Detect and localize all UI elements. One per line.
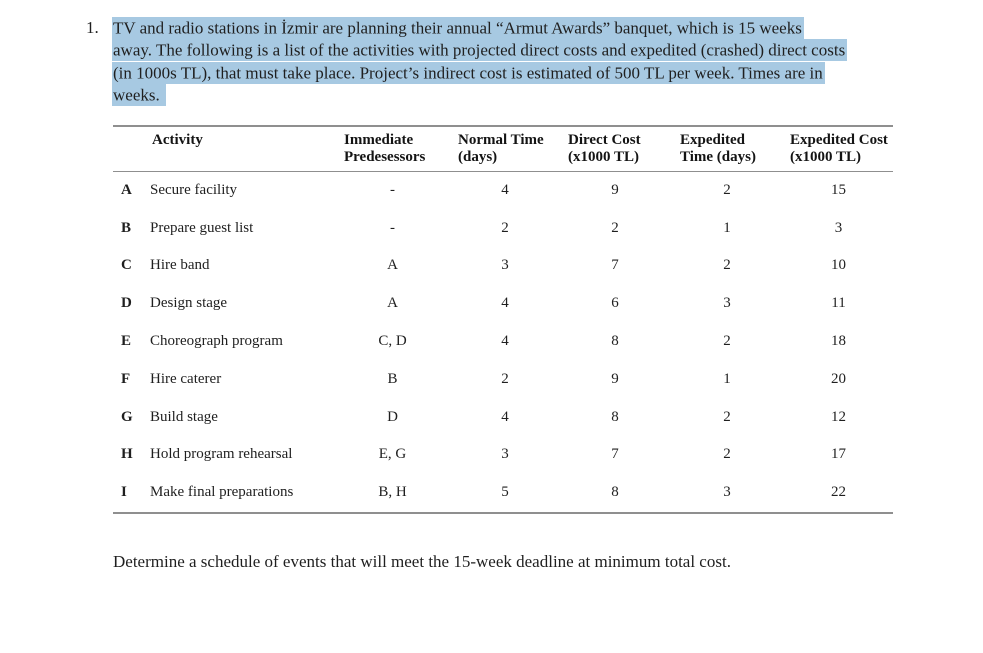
activity-name: Hire caterer (150, 370, 222, 387)
predecessors-value: - (390, 219, 395, 236)
direct-cost-value: 6 (611, 295, 619, 312)
direct-cost-value: 8 (611, 484, 619, 501)
predecessors-value: - (390, 181, 395, 198)
selected-text: TV and radio stations in İzmir are plann… (112, 16, 804, 39)
table-header-row: Activity Immediate Predesessors Normal T… (113, 127, 893, 172)
predecessors-value: D (387, 408, 398, 425)
direct-cost-value: 8 (611, 333, 619, 350)
activity-id: D (121, 295, 132, 312)
expedited-cost-value: 20 (831, 370, 846, 387)
table-row-I: I Make final preparations B, H 5 8 3 22 (113, 474, 893, 512)
activity-name: Design stage (150, 295, 228, 312)
activities-table: Activity Immediate Predesessors Normal T… (113, 125, 893, 514)
normal-time-value: 2 (501, 370, 509, 387)
activity-name: Hire band (150, 257, 210, 274)
expedited-cost-value: 3 (834, 219, 843, 236)
predecessors-value: C, D (378, 333, 407, 350)
expedited-time-value: 2 (723, 408, 731, 425)
normal-time-value: 2 (501, 219, 509, 236)
header-expedited-cost: Expedited Cost (x1000 TL) (790, 132, 888, 165)
table-row-G: G Build stage D 4 8 2 12 (113, 398, 893, 436)
activity-name: Secure facility (150, 181, 238, 198)
normal-time-value: 4 (501, 333, 509, 350)
expedited-time-value: 3 (723, 295, 731, 312)
expedited-cost-value: 17 (831, 446, 846, 463)
expedited-time-value: 2 (723, 333, 731, 350)
activity-name: Choreograph program (150, 333, 283, 350)
expedited-time-value: 1 (723, 370, 731, 387)
activity-id: G (121, 408, 133, 425)
table-row-D: D Design stage A 4 6 3 11 (113, 285, 893, 323)
activity-id: H (121, 446, 133, 463)
header-cell-blank (113, 132, 150, 171)
table-row-A: A Secure facility - 4 9 2 15 (113, 172, 893, 210)
expedited-cost-value: 10 (831, 257, 846, 274)
problem-number: 1. (86, 18, 99, 37)
normal-time-value: 5 (501, 484, 509, 501)
table-row-F: F Hire caterer B 2 9 1 20 (113, 360, 893, 398)
header-direct-cost: Direct Cost (x1000 TL) (568, 132, 641, 165)
normal-time-value: 4 (501, 181, 509, 198)
predecessors-value: B (387, 370, 398, 387)
direct-cost-value: 7 (611, 446, 619, 463)
direct-cost-value: 7 (611, 257, 619, 274)
activity-id: F (121, 370, 131, 387)
expedited-cost-value: 22 (831, 484, 846, 501)
table-row-H: H Hold program rehearsal E, G 3 7 2 17 (113, 436, 893, 474)
activity-name: Build stage (150, 408, 218, 425)
expedited-time-value: 3 (723, 484, 731, 501)
expedited-time-value: 1 (723, 219, 731, 236)
normal-time-value: 4 (501, 408, 509, 425)
activity-name: Prepare guest list (150, 219, 254, 236)
activity-id: C (121, 257, 132, 274)
activity-name: Hold program rehearsal (150, 446, 293, 463)
normal-time-value: 3 (501, 257, 509, 274)
selected-text: (in 1000s TL), that must take place. Pro… (112, 61, 825, 84)
normal-time-value: 4 (501, 295, 509, 312)
header-immediate-predecessors: Immediate Predesessors (344, 132, 426, 165)
predecessors-value: B, H (378, 484, 407, 501)
predecessors-value: A (387, 295, 398, 312)
selected-text: weeks. (112, 84, 166, 107)
table-row-C: C Hire band A 3 7 2 10 (113, 247, 893, 285)
statement-line-2: away. The following is a list of the act… (112, 39, 848, 63)
activity-id: B (121, 219, 132, 236)
direct-cost-value: 8 (611, 408, 619, 425)
activity-id: I (121, 484, 127, 501)
selected-text: away. The following is a list of the act… (112, 39, 848, 62)
expedited-cost-value: 18 (831, 333, 846, 350)
table-row-E: E Choreograph program C, D 4 8 2 18 (113, 323, 893, 361)
predecessors-value: A (387, 257, 398, 274)
expedited-time-value: 2 (723, 446, 731, 463)
activity-id: E (121, 333, 132, 350)
statement-line-1: TV and radio stations in İzmir are plann… (112, 16, 847, 40)
expedited-time-value: 2 (723, 181, 731, 198)
table-row-B: B Prepare guest list - 2 2 1 3 (113, 209, 893, 247)
expedited-cost-value: 15 (831, 181, 846, 198)
normal-time-value: 3 (501, 446, 509, 463)
expedited-cost-value: 11 (831, 295, 846, 312)
predecessors-value: E, G (378, 446, 407, 463)
activity-id: A (121, 181, 132, 198)
expedited-time-value: 2 (723, 257, 731, 274)
header-activity: Activity (152, 132, 203, 148)
problem-statement: TV and radio stations in İzmir are plann… (112, 16, 848, 108)
statement-line-4: weeks. (112, 84, 847, 108)
activity-name: Make final preparations (150, 484, 294, 501)
instruction-text: Determine a schedule of events that will… (113, 552, 731, 571)
direct-cost-value: 9 (611, 370, 619, 387)
expedited-cost-value: 12 (831, 408, 846, 425)
statement-line-3: (in 1000s TL), that must take place. Pro… (112, 61, 847, 85)
header-expedited-time: Expedited Time (days) (680, 132, 756, 165)
direct-cost-value: 9 (611, 181, 619, 198)
header-normal-time: Normal Time (days) (458, 132, 544, 165)
direct-cost-value: 2 (611, 219, 619, 236)
